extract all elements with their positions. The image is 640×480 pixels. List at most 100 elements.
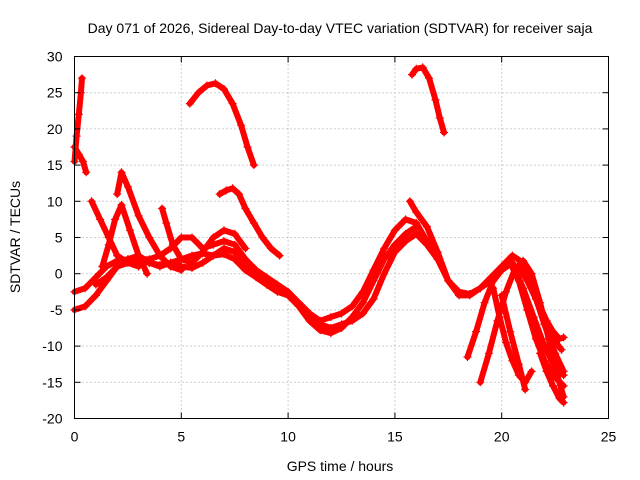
data-point-marker [435,114,444,122]
series-line [498,292,529,393]
data-point-marker [241,244,250,253]
data-point-marker [506,258,515,267]
data-point-marker [284,287,293,296]
data-point-marker [113,251,122,260]
data-point-marker [145,233,154,242]
data-point-marker [155,251,164,260]
data-point-marker [358,287,367,296]
axis-ticks: 0 5 10 15 20 25 -20 -15 -10 -5 0 5 10 15 20 25 30 [42,49,616,445]
y-tick-label: 5 [55,230,63,246]
data-point-marker [497,291,506,300]
series-line [186,80,257,169]
data-point-marker [185,99,194,108]
data-point-marker [536,302,545,311]
data-point-marker [209,251,218,260]
series-track-21 [536,349,568,407]
data-point-marker [401,237,410,246]
data-point-marker [104,240,113,249]
series-track-12 [408,63,448,137]
data-point-marker [542,316,551,325]
series-track-10 [185,79,258,170]
y-tick-label: -5 [50,302,63,318]
data-point-marker [523,276,532,285]
y-tick-label: 0 [55,266,63,282]
data-point-marker [480,298,489,307]
data-point-marker [96,215,105,224]
data-point-marker [559,333,568,342]
data-point-marker [559,398,568,407]
data-point-marker [527,367,536,376]
data-point-marker [497,266,506,275]
series-track-18 [497,291,530,394]
data-point-marker [78,74,86,83]
data-point-marker [519,256,528,265]
data-point-marker [337,309,346,318]
data-point-marker [243,143,252,151]
x-tick-label: 0 [71,429,79,445]
x-axis-label: GPS time / hours [287,458,394,474]
data-point-marker [202,81,211,90]
data-point-marker [316,326,325,335]
data-point-marker [412,208,421,217]
data-point-marker [117,168,126,177]
data-point-marker [168,240,177,249]
data-point-marker [476,378,485,387]
y-tick-label: 15 [47,157,63,173]
data-point-marker [102,273,111,282]
data-point-marker [294,298,303,307]
x-tick-label: 20 [494,429,510,445]
data-point-marker [502,338,510,347]
data-point-marker [326,313,335,322]
data-point-marker [521,385,530,394]
data-point-marker [177,255,186,264]
data-point-marker [433,255,442,264]
data-point-marker [418,63,427,72]
data-point-marker [194,88,203,97]
data-point-marker [380,244,389,253]
data-point-marker [220,237,228,246]
y-tick-label: -15 [42,374,62,390]
data-point-marker [542,367,551,376]
data-point-marker [390,240,399,249]
series-line [88,198,142,270]
data-point-marker [412,229,421,238]
data-point-marker [472,327,481,336]
series-track-11 [215,184,284,260]
data-point-marker [401,229,410,238]
series-track-07 [113,168,186,275]
data-point-marker [177,233,186,242]
data-point-marker [230,229,239,238]
data-point-marker [113,262,122,271]
data-point-marker [316,316,325,325]
data-point-marker [166,262,175,271]
data-point-marker [531,334,540,343]
data-point-marker [536,349,545,358]
data-point-marker [241,204,250,213]
y-tick-label: 30 [47,49,63,65]
data-point-marker [305,316,314,325]
data-point-marker [390,226,399,235]
data-point-marker [529,284,538,293]
series-track-20 [529,284,568,343]
data-point-marker [220,244,228,253]
data-point-marker [326,329,335,338]
data-point-marker [209,233,218,242]
data-point-marker [228,99,237,108]
data-point-marker [273,280,282,289]
data-point-marker [559,367,568,376]
data-point-marker [211,79,220,88]
data-point-marker [117,200,126,209]
data-point-marker [484,349,493,358]
x-tick-label: 5 [177,429,185,445]
data-point-marker [220,226,228,235]
data-point-marker [241,255,250,264]
data-point-marker [188,251,196,260]
data-point-marker [222,186,231,195]
data-point-marker [348,313,357,322]
data-point-marker [348,302,357,311]
data-point-marker [220,85,228,94]
data-point-marker [502,287,510,296]
data-point-marker [408,70,416,79]
data-point-marker [305,309,314,318]
